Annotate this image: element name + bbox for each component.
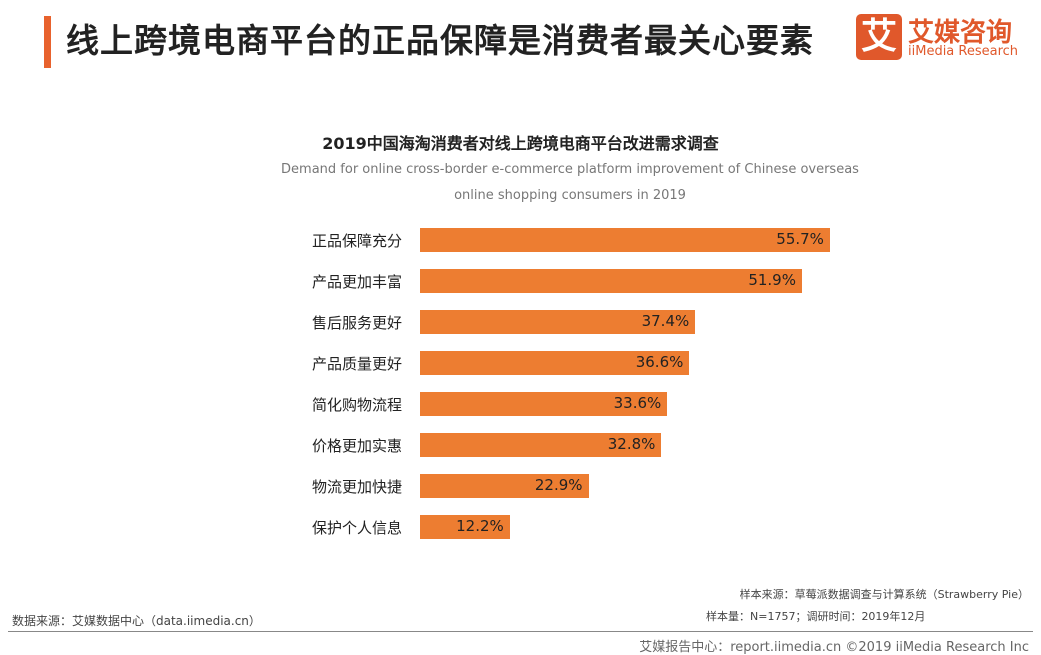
bar [420,228,830,252]
data-label: 12.2% [456,517,504,535]
data-label: 37.4% [641,312,690,330]
report-credit: 艾媒报告中心：report.iimedia.cn ©2019 iiMedia R… [639,640,1029,655]
data-label: 22.9% [534,476,583,494]
sample-source: 样本来源：草莓派数据调查与计算系统（Strawberry Pie） [739,588,1029,601]
data-label: 33.6% [613,394,662,412]
category-label: 简化购物流程 [311,396,402,414]
data-label: 51.9% [748,271,796,289]
category-label: 产品更加丰富 [311,273,402,291]
logo-text: 艾媒咨询 [908,18,1013,48]
category-label: 正品保障充分 [311,232,402,250]
bar [420,515,510,539]
category-label: 物流更加快捷 [311,478,402,496]
title-accent-bar [44,16,51,68]
category-label: 保护个人信息 [311,519,402,537]
logo-subtext: iiMedia Research [908,44,1019,59]
data-label: 32.8% [607,435,656,453]
bar [420,351,690,375]
category-label: 产品质量更好 [311,355,402,373]
footer-divider [8,631,1033,632]
category-label: 价格更加实惠 [311,437,402,455]
page-title: 线上跨境电商平台的正品保障是消费者最关心要素 [66,21,814,60]
bar [420,474,589,498]
sample-size: 样本量：N=1757；调研时间：2019年12月 [706,610,926,623]
category-label: 售后服务更好 [311,314,402,332]
bar [420,269,802,293]
bar [420,433,662,457]
chart-title: 2019中国海淘消费者对线上跨境电商平台改进需求调查 [322,134,719,153]
data-label: 36.6% [635,353,684,371]
bar [420,392,668,416]
chart-subtitle: Demand for online cross-border e-commerc… [281,162,859,203]
data-label: 55.7% [776,230,824,248]
bar [420,310,696,334]
data-source: 数据来源：艾媒数据中心（data.iimedia.cn） [12,614,261,628]
logo-icon: 艾 [856,14,902,60]
